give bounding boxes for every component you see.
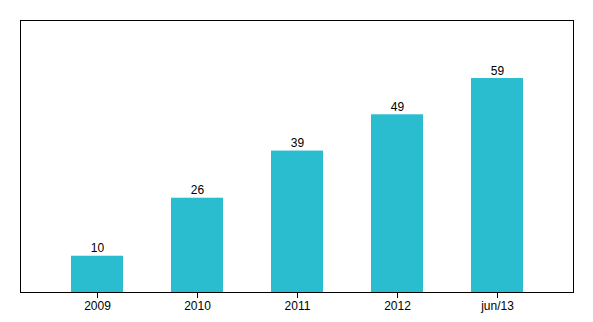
svg-text:59: 59 <box>491 64 505 78</box>
svg-text:26: 26 <box>191 183 205 197</box>
svg-text:2012: 2012 <box>384 299 411 313</box>
svg-text:2011: 2011 <box>285 299 311 313</box>
svg-text:2009: 2009 <box>84 299 111 313</box>
svg-text:39: 39 <box>291 136 305 150</box>
svg-text:49: 49 <box>391 100 405 114</box>
svg-text:2010: 2010 <box>184 299 211 313</box>
svg-text:jun/13: jun/13 <box>480 299 514 313</box>
svg-text:10: 10 <box>91 241 105 255</box>
